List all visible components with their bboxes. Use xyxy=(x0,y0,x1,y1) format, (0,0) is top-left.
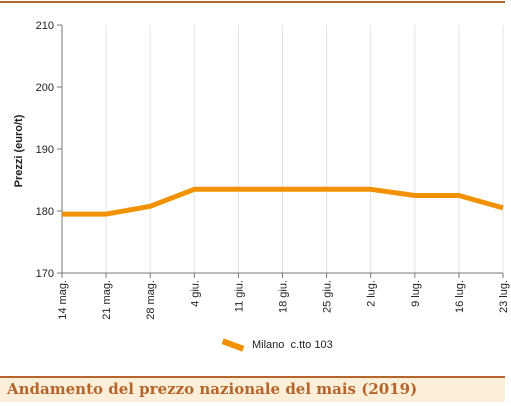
legend-swatch xyxy=(221,338,245,352)
x-tick-label-7: 2 lug. xyxy=(366,280,378,307)
x-tick-label-5: 18 giu. xyxy=(278,280,290,313)
x-tick-label-4: 11 giu. xyxy=(233,280,245,312)
x-tick-label-3: 4 giu. xyxy=(189,280,201,307)
series-layer xyxy=(61,186,504,217)
y-tick-label-3: 200 xyxy=(36,82,54,94)
y-tick-label-0: 170 xyxy=(36,268,54,280)
y-tick-label-1: 180 xyxy=(36,206,54,218)
y-tick-label-2: 190 xyxy=(36,144,54,156)
gridlines xyxy=(105,25,504,273)
chart-caption: Andamento del prezzo nazionale del mais … xyxy=(7,380,418,398)
y-tick-label-4: 210 xyxy=(36,20,54,32)
x-tick-label-9: 16 lug. xyxy=(454,280,466,313)
x-tick-label-1: 21 mag. xyxy=(101,280,113,320)
x-tick-label-10: 23 lug. xyxy=(498,280,510,313)
x-tick-label-6: 25 giu. xyxy=(322,280,334,313)
legend-label: Milano c.tto 103 xyxy=(252,339,333,351)
x-tick-label-0: 14 mag. xyxy=(57,280,69,320)
caption-bar: Andamento del prezzo nazionale del mais … xyxy=(0,376,505,402)
top-rule xyxy=(0,1,505,3)
x-tick-label-2: 28 mag. xyxy=(145,280,157,320)
line-chart: 170 180 190 200 210 14 mag. 21 mag. 28 mag. 4 gi… xyxy=(13,20,510,320)
y-axis-title: Prezzi (euro/t) xyxy=(13,114,25,187)
x-tick-label-8: 9 lug. xyxy=(410,280,422,307)
legend: Milano c.tto 103 xyxy=(221,338,333,352)
axes: 170 180 190 200 210 14 mag. 21 mag. 28 mag. 4 gi… xyxy=(36,20,510,320)
